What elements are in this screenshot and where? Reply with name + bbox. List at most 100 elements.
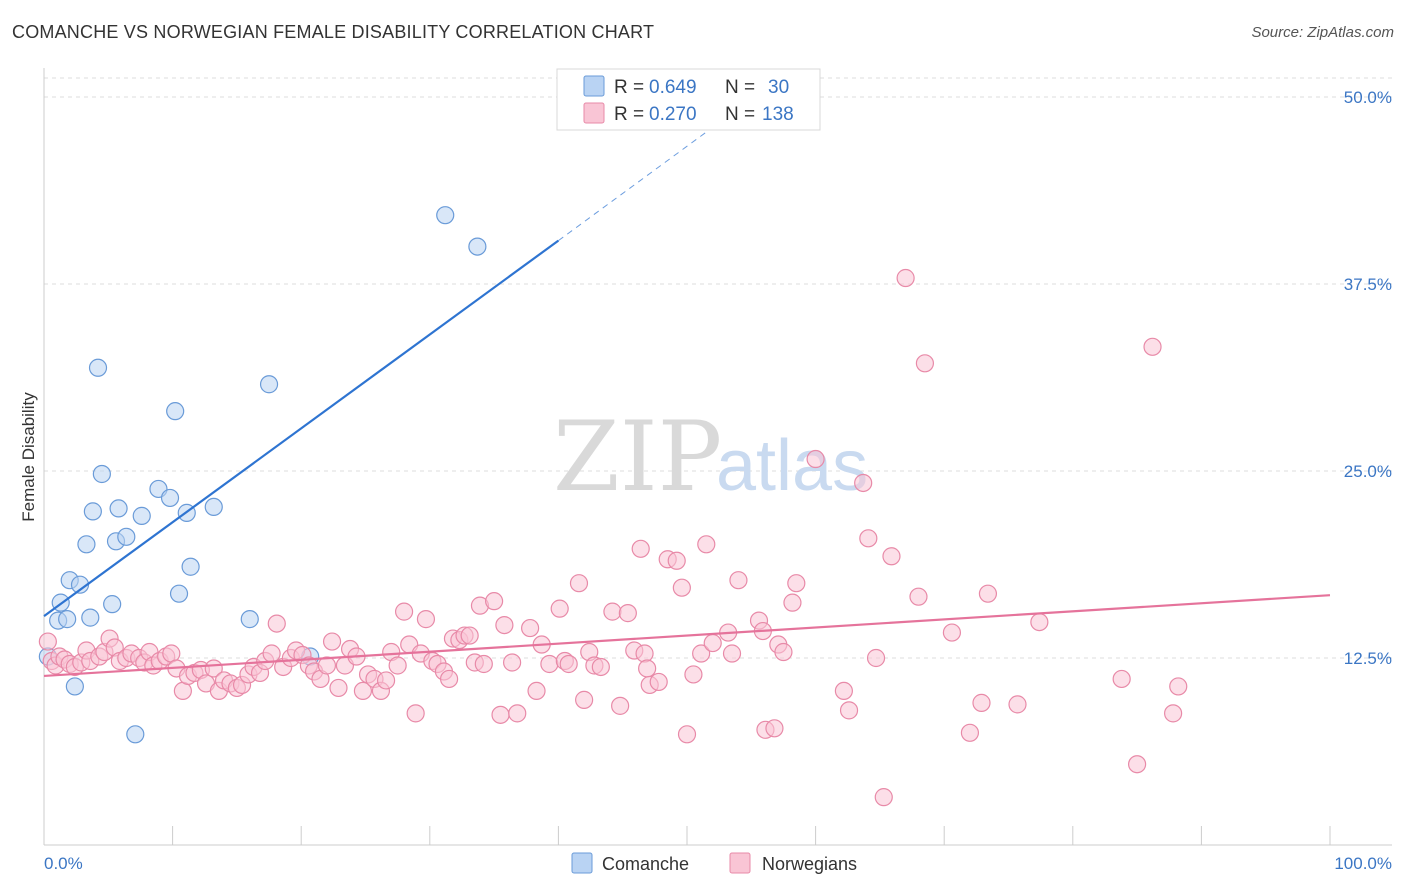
- norwegian-point: [635, 644, 654, 663]
- comanche-point: [160, 488, 180, 508]
- top-legend: R = 0.649 N = 30 R = 0.270 N = 138: [556, 68, 821, 131]
- norwegian-point: [909, 587, 928, 606]
- norwegian-point: [618, 604, 637, 623]
- comanche-point: [181, 557, 200, 576]
- norwegian-point: [329, 678, 348, 698]
- x-tick-labels: 0.0% 100.0%: [44, 854, 1392, 873]
- bottom-legend: Comanche Norwegians: [571, 852, 857, 874]
- legend-n-value: 30: [768, 77, 789, 98]
- comanche-point: [169, 584, 189, 603]
- norwegian-point: [866, 648, 886, 668]
- comanche-point: [58, 610, 77, 629]
- watermark-atlas: atlas: [716, 426, 868, 506]
- norwegian-point: [267, 614, 286, 633]
- watermark: ZIP atlas: [553, 401, 868, 513]
- bottom-legend-swatch-comanche: [571, 852, 593, 874]
- norwegian-point: [508, 704, 527, 723]
- legend-swatch-comanche: [583, 75, 605, 97]
- norwegian-point: [262, 644, 281, 663]
- norwegian-point: [839, 701, 859, 720]
- norwegian-point: [388, 656, 407, 675]
- x-tick-label: 100.0%: [1334, 854, 1392, 873]
- source-label: Source: ZipAtlas.com: [1251, 24, 1394, 41]
- norwegian-point: [406, 704, 425, 723]
- norwegian-point: [882, 547, 901, 566]
- norwegian-point: [322, 632, 342, 651]
- norwegian-point: [527, 681, 546, 701]
- norwegian-trend-line: [43, 594, 1331, 678]
- norwegian-point: [521, 618, 540, 638]
- norwegian-point: [972, 693, 991, 712]
- norwegian-point: [394, 602, 414, 621]
- comanche-point: [166, 402, 185, 421]
- y-tick-labels: 12.5% 25.0% 37.5% 50.0%: [1344, 88, 1392, 668]
- norwegian-point: [1008, 695, 1027, 714]
- legend-n-value: 138: [762, 104, 794, 125]
- norwegian-point: [631, 539, 650, 558]
- norwegian-point: [1169, 677, 1188, 696]
- legend-n-label: N =: [725, 77, 755, 98]
- axes: [43, 68, 1392, 846]
- norwegian-point: [1112, 669, 1131, 689]
- norwegian-point: [503, 653, 522, 672]
- comanche-point: [65, 677, 84, 696]
- norwegian-point: [649, 672, 668, 692]
- norwegian-point: [575, 690, 594, 709]
- comanche-point: [259, 375, 279, 394]
- norwegian-point: [854, 473, 873, 493]
- legend-r-label: R =: [614, 77, 644, 98]
- norwegian-point: [550, 599, 569, 618]
- norwegian-point: [692, 644, 711, 663]
- comanche-point: [117, 527, 136, 546]
- norwegian-point: [834, 681, 853, 701]
- norwegian-point: [787, 574, 806, 593]
- watermark-zip: ZIP: [553, 401, 722, 513]
- norwegian-point: [978, 584, 998, 603]
- norwegian-point: [460, 626, 479, 645]
- y-tick-label: 50.0%: [1344, 88, 1392, 107]
- bottom-legend-swatch-norwegians: [729, 852, 751, 874]
- norwegian-point: [942, 623, 962, 642]
- norwegian-point: [439, 669, 459, 689]
- norwegian-point: [677, 725, 697, 744]
- legend-r-value: 0.649: [649, 77, 697, 98]
- norwegian-point: [1030, 612, 1049, 632]
- norwegian-point: [376, 671, 396, 690]
- trend-lines: [43, 117, 1331, 678]
- comanche-point: [92, 464, 111, 484]
- norwegian-point: [960, 723, 980, 742]
- norwegian-point: [353, 681, 373, 701]
- norwegian-point: [1164, 704, 1183, 723]
- norwegian-point: [491, 705, 510, 724]
- norwegian-point: [559, 654, 578, 674]
- x-tick-label: 0.0%: [44, 854, 83, 873]
- norwegian-point: [783, 593, 802, 612]
- norwegian-point: [638, 659, 657, 678]
- norwegian-point: [591, 657, 610, 677]
- comanche-point: [103, 595, 122, 614]
- comanche-point: [132, 506, 151, 525]
- comanche-point: [436, 206, 455, 225]
- bottom-legend-label-norwegians: Norwegians: [762, 854, 857, 874]
- comanche-point: [81, 608, 100, 627]
- y-axis-title: Female Disability: [19, 392, 38, 522]
- gridlines: [44, 77, 1392, 659]
- norwegian-point: [729, 571, 748, 590]
- bottom-legend-label-comanche: Comanche: [602, 854, 689, 874]
- comanche-trend-line: [43, 239, 560, 618]
- comanche-point: [88, 358, 108, 377]
- norwegian-point: [603, 602, 622, 621]
- comanche-point: [126, 725, 145, 744]
- norwegian-point: [722, 644, 742, 663]
- legend-n-label: N =: [725, 104, 755, 125]
- legend-swatch-norwegians: [583, 102, 605, 124]
- norwegian-point: [317, 656, 337, 675]
- y-tick-label: 37.5%: [1344, 275, 1392, 294]
- comanche-point: [468, 237, 487, 256]
- norwegian-point: [611, 696, 630, 715]
- norwegian-point: [540, 654, 559, 674]
- comanche-point: [83, 502, 102, 521]
- norwegian-point: [684, 665, 703, 684]
- y-tick-label: 12.5%: [1344, 649, 1392, 668]
